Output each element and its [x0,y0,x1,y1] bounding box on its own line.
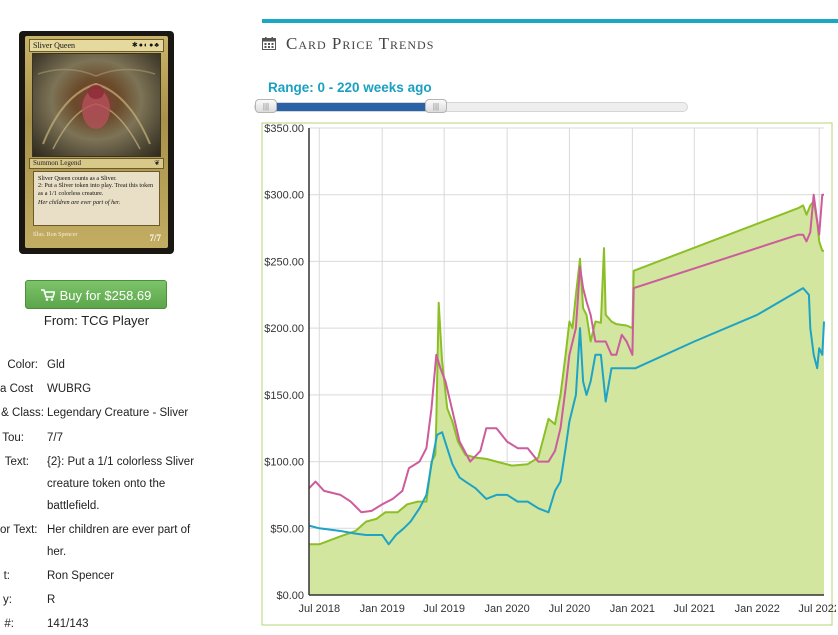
y-tick-label: $150.00 [264,390,304,402]
y-tick-label: $50.00 [270,523,304,535]
card-illustrator: Illus. Ron Spencer [33,232,78,238]
card-name-bar: Sliver Queen ✱●◐●♣ [29,39,164,52]
shopping-cart-icon [40,282,56,311]
x-tick-label: Jul 2018 [298,603,340,615]
set-symbol-icon: ❦ [154,159,160,167]
card-type-line: Summon Legend ❦ [29,158,164,169]
info-label: Tou: [2,432,24,444]
card-text-box: Sliver Queen counts as a Sliver. 2: Put … [33,171,160,226]
range-slider-handle-max[interactable]: ||| [425,99,447,113]
card-name: Sliver Queen [33,41,75,50]
info-value: WUBRG [47,383,92,395]
chart-y-tick-labels: $0.00 $50.00 $100.00 $150.00 $200.00 $250.00 $… [264,123,304,602]
info-label: Text: [4,456,29,468]
buy-button-label: Buy for $258.69 [59,288,152,303]
range-slider-fill [265,103,437,111]
card-rules-2: 2: Put a Sliver token into play. Treat t… [38,182,154,197]
x-tick-label: Jan 2020 [484,603,529,615]
series-line-blue [308,287,825,546]
range-label: Range: 0 - 220 weeks ago [268,80,432,95]
info-value: {2}: Put a 1/1 colorless Sliver creature… [47,456,195,512]
x-tick-label: Jul 2021 [674,603,716,615]
info-value: R [47,594,56,606]
range-slider-handle-min[interactable]: ||| [255,99,277,113]
info-value: Legendary Creature - Sliver [47,407,189,419]
mana-cost-icons: ✱●◐●♣ [131,41,160,49]
info-label: t: [3,570,10,582]
info-value: 7/7 [47,432,63,444]
y-tick-label: $250.00 [264,256,304,268]
y-tick-label: $100.00 [264,457,304,469]
series-area-green [309,201,824,595]
info-label: #: [4,618,14,630]
info-label: y: [3,594,12,606]
card-type-text: Summon Legend [33,159,82,167]
x-tick-label: Jan 2019 [360,603,405,615]
series-line-green [309,200,824,546]
calendar-icon [262,37,276,50]
y-tick-label: $200.00 [264,323,304,335]
x-tick-label: Jul 2019 [423,603,465,615]
card-artwork [32,53,161,157]
chart-series-lines [308,193,825,546]
range-slider-track[interactable] [254,102,688,112]
y-tick-label: $0.00 [276,590,304,602]
card-flavor: Her children are ever part of her. [38,198,121,206]
info-value: Ron Spencer [47,570,115,582]
info-value: Gld [47,359,65,371]
chart-x-tick-labels: Jul 2018 Jan 2019 Jul 2019 Jan 2020 Jul 2020… [298,603,836,615]
buy-button[interactable]: Buy for $258.69 [25,280,167,309]
x-tick-label: Jul 2022 [798,603,836,615]
series-line-pink [308,193,824,514]
price-trend-chart: $0.00 $50.00 $100.00 $150.00 $200.00 $250.00 $… [261,122,836,626]
card-rules-1: Sliver Queen counts as a Sliver. [38,175,117,182]
info-label: a Cost [0,383,34,395]
card-border: Sliver Queen ✱●◐●♣ Summon Legend ❦ Slive… [25,36,168,248]
info-label: or Text: [0,524,38,536]
x-tick-label: Jan 2022 [735,603,780,615]
card-artwork-image [37,68,156,150]
x-tick-label: Jul 2020 [549,603,591,615]
info-label: & Class: [1,407,44,419]
info-value: Her children are ever part of her. [47,524,191,558]
y-tick-label: $300.00 [264,190,304,202]
info-value: 141/143 [47,618,89,630]
y-tick-label: $350.00 [264,123,304,135]
chart-axes [308,128,824,596]
vendor-source: From: TCG Player [43,313,150,328]
chart-area-fill [309,201,824,595]
card-image: Sliver Queen ✱●◐●♣ Summon Legend ❦ Slive… [19,31,174,254]
section-top-rule [262,19,838,23]
card-power-toughness: 7/7 [149,233,161,243]
section-title: Card Price Trends [286,34,435,53]
info-label: Color: [7,359,38,371]
x-tick-label: Jan 2021 [610,603,655,615]
